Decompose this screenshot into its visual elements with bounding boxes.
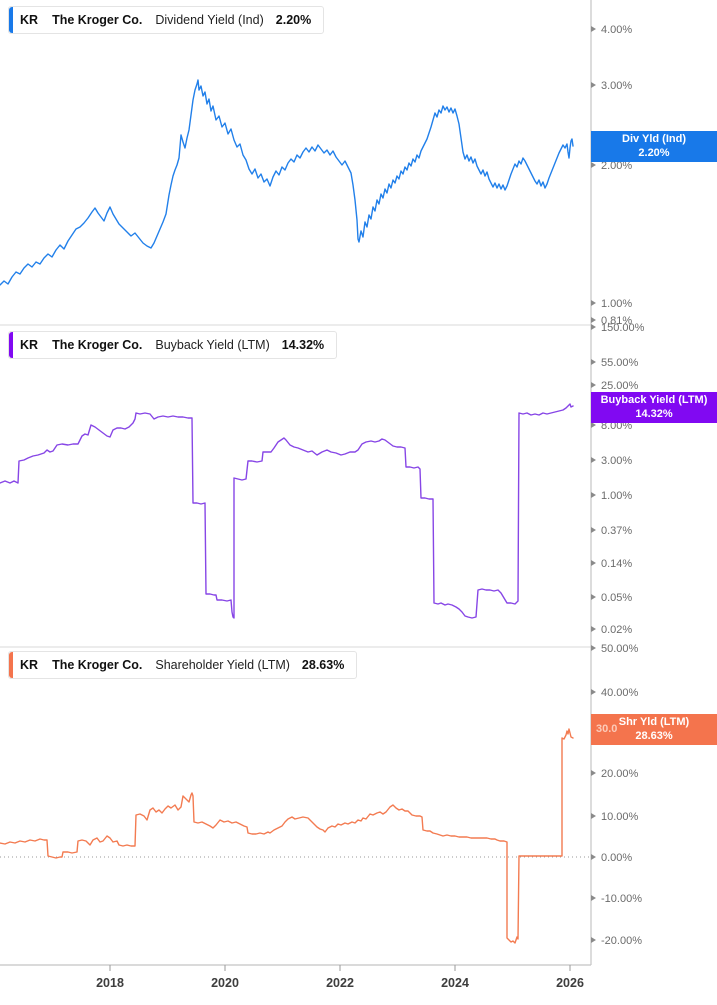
y-tick-marker	[591, 162, 596, 168]
y-axis-label: 10.00%	[601, 811, 639, 823]
panel-header-buyback-yield[interactable]: KR The Kroger Co. Buyback Yield (LTM) 14…	[8, 331, 338, 359]
y-tick-marker	[591, 560, 596, 566]
ticker-symbol: KR	[20, 338, 39, 352]
y-axis-label: 0.00%	[601, 852, 632, 864]
y-axis-label: 3.00%	[601, 455, 632, 467]
y-tick-marker	[591, 317, 596, 323]
series-line-shareholder-yield[interactable]	[0, 728, 574, 944]
y-tick-marker	[591, 82, 596, 88]
accent-bar-shareholder	[9, 652, 13, 678]
last-value-badge-dividend: Div Yld (Ind) 2.20%	[591, 131, 717, 162]
y-axis-label: 4.00%	[601, 24, 632, 36]
metric-value: 14.32%	[281, 338, 325, 352]
y-axis-label: 50.00%	[601, 643, 639, 655]
badge-value: 2.20%	[638, 146, 670, 159]
y-axis-label: 1.00%	[601, 490, 632, 502]
y-tick-marker	[591, 645, 596, 651]
x-axis-label: 2024	[441, 976, 469, 990]
y-axis-label: 0.05%	[601, 592, 632, 604]
badge-label: Buyback Yield (LTM)	[600, 393, 708, 406]
badge-label: Div Yld (Ind)	[622, 132, 686, 145]
y-tick-marker	[591, 422, 596, 428]
accent-bar-buyback	[9, 332, 13, 358]
y-tick-marker	[591, 626, 596, 632]
y-axis-label: 0.81%	[601, 315, 632, 327]
y-axis-label: 20.00%	[601, 768, 639, 780]
badge-label: Shr Yld (LTM)	[618, 715, 690, 728]
x-axis-label: 2026	[556, 976, 584, 990]
y-axis-label: -20.00%	[601, 935, 642, 947]
occluded-axis-label: 30.0	[596, 722, 618, 735]
metric-value: 28.63%	[301, 658, 345, 672]
y-tick-marker	[591, 770, 596, 776]
y-tick-marker	[591, 359, 596, 365]
y-tick-marker	[591, 813, 596, 819]
y-tick-marker	[591, 594, 596, 600]
x-axis-label: 2018	[96, 976, 124, 990]
y-axis-label: 40.00%	[601, 687, 639, 699]
y-tick-marker	[591, 895, 596, 901]
y-axis-label: 1.00%	[601, 298, 632, 310]
y-tick-marker	[591, 324, 596, 330]
y-tick-marker	[591, 527, 596, 533]
y-axis-label: 25.00%	[601, 380, 639, 392]
company-name: The Kroger Co.	[52, 338, 143, 352]
y-tick-marker	[591, 382, 596, 388]
metric-name: Dividend Yield (Ind)	[155, 13, 264, 27]
last-value-badge-shareholder: 30.0 Shr Yld (LTM) 28.63%	[591, 714, 717, 745]
last-value-badge-buyback: Buyback Yield (LTM) 14.32%	[591, 392, 717, 423]
series-line-dividend-yield[interactable]	[0, 79, 574, 286]
y-tick-marker	[591, 492, 596, 498]
x-axis-label: 2020	[211, 976, 239, 990]
accent-bar-dividend	[9, 7, 13, 33]
y-axis-label: 8.00%	[601, 420, 632, 432]
y-axis-label: 55.00%	[601, 357, 639, 369]
metric-name: Shareholder Yield (LTM)	[155, 658, 290, 672]
ticker-symbol: KR	[20, 658, 39, 672]
y-axis-label: 2.00%	[601, 160, 632, 172]
badge-value: 28.63%	[635, 729, 673, 742]
y-axis-label: 0.02%	[601, 624, 632, 636]
ticker-symbol: KR	[20, 13, 39, 27]
metric-name: Buyback Yield (LTM)	[155, 338, 270, 352]
y-tick-marker	[591, 26, 596, 32]
company-name: The Kroger Co.	[52, 658, 143, 672]
panel-header-dividend-yield[interactable]: KR The Kroger Co. Dividend Yield (Ind) 2…	[8, 6, 325, 34]
metric-value: 2.20%	[275, 13, 312, 27]
y-tick-marker	[591, 457, 596, 463]
y-tick-marker	[591, 689, 596, 695]
series-line-buyback-yield[interactable]	[0, 403, 574, 619]
x-axis-label: 2022	[326, 976, 354, 990]
y-tick-marker	[591, 937, 596, 943]
y-axis-label: 0.37%	[601, 525, 632, 537]
y-axis-label: 3.00%	[601, 80, 632, 92]
y-tick-marker	[591, 300, 596, 306]
y-axis-label: 150.00%	[601, 322, 645, 334]
y-axis-label: 0.14%	[601, 558, 632, 570]
panel-header-shareholder-yield[interactable]: KR The Kroger Co. Shareholder Yield (LTM…	[8, 651, 358, 679]
y-axis-label: -10.00%	[601, 893, 642, 905]
company-name: The Kroger Co.	[52, 13, 143, 27]
badge-value: 14.32%	[635, 407, 673, 420]
y-tick-marker	[591, 854, 596, 860]
